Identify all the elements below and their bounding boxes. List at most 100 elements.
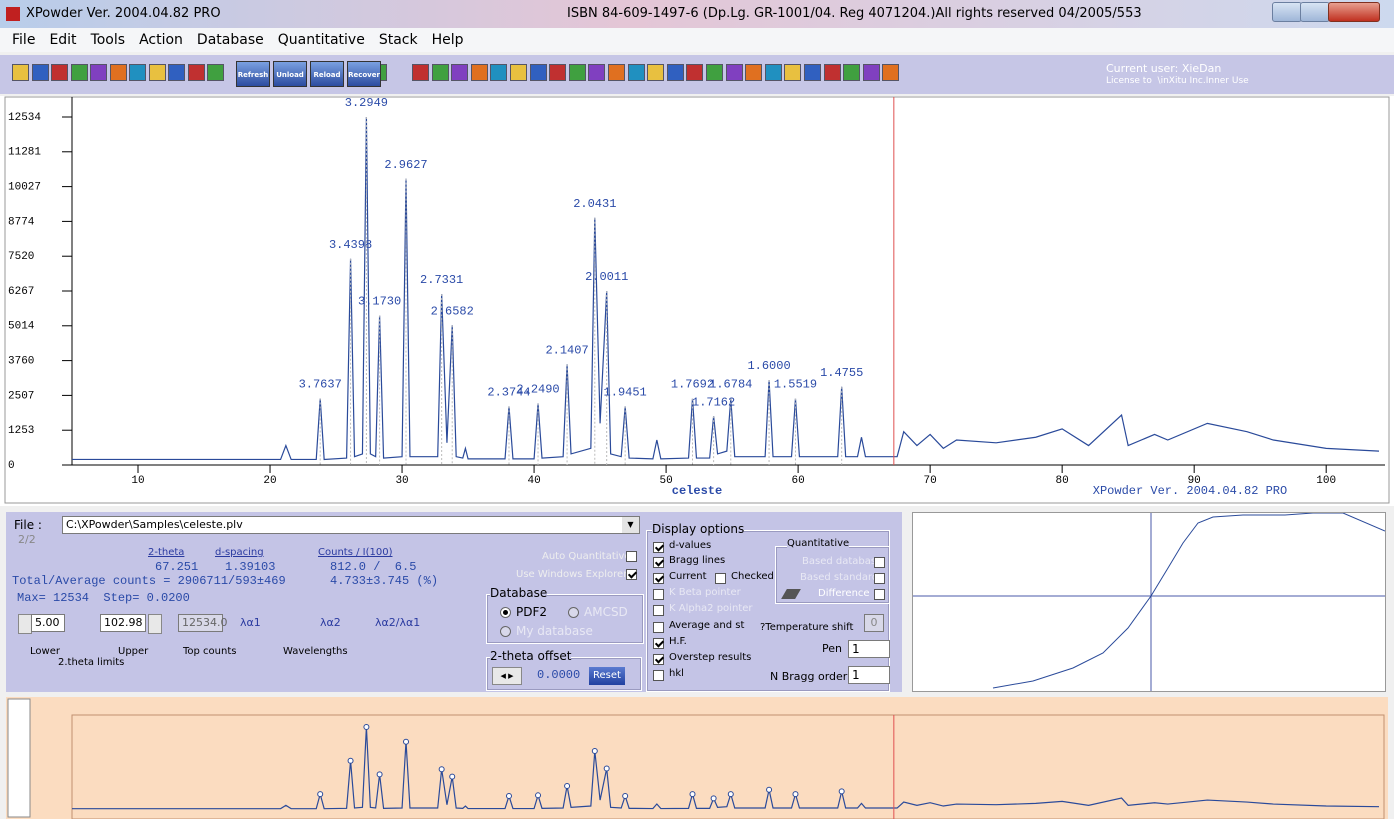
toolbar-button[interactable] <box>530 64 547 81</box>
menu-item[interactable]: Database <box>197 32 264 48</box>
checkbox[interactable] <box>653 638 664 649</box>
toolbar-button[interactable] <box>784 64 801 81</box>
checkbox[interactable] <box>653 605 664 616</box>
menu-item[interactable]: Edit <box>49 32 76 48</box>
y-tick-label: 3760 <box>8 356 34 368</box>
peak-label: 1.6000 <box>747 359 790 373</box>
minimize-button[interactable] <box>1272 2 1302 22</box>
toolbar-button[interactable] <box>667 64 684 81</box>
y-tick-label: 0 <box>8 460 15 472</box>
checkbox[interactable] <box>653 654 664 665</box>
checkbox[interactable] <box>874 557 885 568</box>
menu-item[interactable]: Action <box>139 32 183 48</box>
toolbar-button[interactable] <box>51 64 68 81</box>
maximize-button[interactable] <box>1300 2 1330 22</box>
y-tick-label: 12534 <box>8 112 41 124</box>
reload-button[interactable]: Reload <box>310 61 344 87</box>
temperature-value[interactable]: 0 <box>864 614 884 632</box>
toolbar-button[interactable] <box>686 64 703 81</box>
header: 2-theta <box>148 547 184 558</box>
checkbox[interactable] <box>874 573 885 584</box>
toolbar-button[interactable] <box>510 64 527 81</box>
file-path[interactable]: C:\XPowder\Samples\celeste.plv <box>62 516 640 534</box>
toolbar-button[interactable] <box>90 64 107 81</box>
radio[interactable] <box>500 626 511 637</box>
toolbar-button[interactable] <box>207 64 224 81</box>
toolbar-button[interactable] <box>71 64 88 81</box>
checkbox[interactable] <box>653 542 664 553</box>
radio-label: My database <box>516 624 593 638</box>
toolbar-button[interactable] <box>110 64 127 81</box>
checkbox-label: d-values <box>669 540 711 551</box>
caption: Lower <box>30 646 60 657</box>
close-button[interactable] <box>1328 2 1380 22</box>
toolbar-button[interactable] <box>726 64 743 81</box>
toolbar-button[interactable] <box>129 64 146 81</box>
reset-button[interactable]: Reset <box>589 667 625 685</box>
toolbar-button[interactable] <box>804 64 821 81</box>
bragg-select[interactable]: 1 <box>848 666 890 684</box>
toolbar-button[interactable] <box>745 64 762 81</box>
checkbox[interactable] <box>653 557 664 568</box>
upper-limit[interactable]: 102.98 <box>100 614 146 632</box>
recover-button[interactable]: Recover <box>347 61 381 87</box>
toolbar-button[interactable] <box>12 64 29 81</box>
spinner[interactable] <box>18 614 32 634</box>
caption: 2.theta limits <box>58 657 124 668</box>
menu-item[interactable]: File <box>12 32 35 48</box>
total-counts: Total/Average counts = 2906711/593±469 <box>12 574 286 588</box>
header: Counts / I(100) <box>318 547 392 558</box>
offset-value: 0.0000 <box>537 668 580 682</box>
toolbar-button[interactable] <box>451 64 468 81</box>
pen-select[interactable]: 1 <box>848 640 890 658</box>
dropdown-arrow[interactable]: ▼ <box>622 517 639 533</box>
toolbar-button[interactable] <box>412 64 429 81</box>
toolbar-button[interactable] <box>608 64 625 81</box>
checkbox[interactable] <box>653 670 664 681</box>
checkbox[interactable] <box>626 551 637 562</box>
toolbar-button[interactable] <box>824 64 841 81</box>
lower-limit[interactable]: 5.00 <box>31 614 65 632</box>
toolbar-button[interactable] <box>882 64 899 81</box>
toolbar-button[interactable] <box>569 64 586 81</box>
top-counts[interactable]: 12534.0 <box>178 614 223 632</box>
checkbox[interactable] <box>653 589 664 600</box>
toolbar-button[interactable] <box>432 64 449 81</box>
toolbar-button[interactable] <box>188 64 205 81</box>
toolbar-button[interactable] <box>549 64 566 81</box>
x-tick-label: 30 <box>395 475 408 487</box>
toolbar-button[interactable] <box>168 64 185 81</box>
menu-item[interactable]: Stack <box>379 32 418 48</box>
toolbar-button[interactable] <box>863 64 880 81</box>
toolbar-button[interactable] <box>588 64 605 81</box>
refresh-button[interactable]: Refresh <box>236 61 270 87</box>
checkbox[interactable] <box>715 573 726 584</box>
menu-item[interactable]: Quantitative <box>278 32 365 48</box>
caption: Top counts <box>183 646 236 657</box>
overview-plot <box>72 715 1379 819</box>
checkbox-label: hkl <box>669 668 684 679</box>
radio[interactable] <box>568 607 579 618</box>
checkbox[interactable] <box>874 589 885 600</box>
toolbar-button[interactable] <box>490 64 507 81</box>
checkbox-label: Checked <box>731 571 774 582</box>
toolbar-button[interactable] <box>471 64 488 81</box>
spinner[interactable] <box>148 614 162 634</box>
checkbox[interactable] <box>626 569 637 580</box>
menu-item[interactable]: Tools <box>91 32 126 48</box>
checkbox[interactable] <box>653 622 664 633</box>
toolbar-button[interactable] <box>32 64 49 81</box>
checkbox[interactable] <box>653 573 664 584</box>
toolbar-button[interactable] <box>843 64 860 81</box>
offset-arrows[interactable]: ◀ ▶ <box>492 667 522 685</box>
radio[interactable] <box>500 607 511 618</box>
toolbar-button[interactable] <box>765 64 782 81</box>
scrollbar[interactable] <box>8 699 30 817</box>
menu-item[interactable]: Help <box>432 32 464 48</box>
toolbar-button[interactable] <box>628 64 645 81</box>
toolbar-button[interactable] <box>149 64 166 81</box>
toolbar-button[interactable] <box>647 64 664 81</box>
window-subtitle: ISBN 84-609-1497-6 (Dp.Lg. GR-1001/04. R… <box>567 6 1142 21</box>
toolbar-button[interactable] <box>706 64 723 81</box>
unload-button[interactable]: Unload <box>273 61 307 87</box>
